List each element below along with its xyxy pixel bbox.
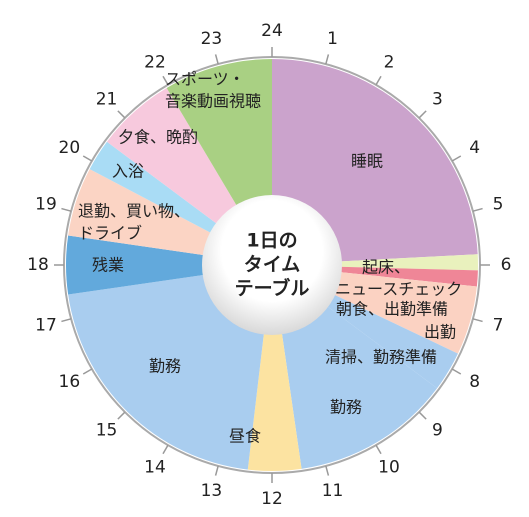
title-line: 1日の xyxy=(246,230,297,252)
slice-label: 音楽動画視聴 xyxy=(165,92,261,111)
tick-mark xyxy=(325,54,330,65)
slice-label: 睡眠 xyxy=(351,152,383,171)
tick-mark xyxy=(162,444,169,455)
tick-label: 20 xyxy=(59,138,81,158)
slice xyxy=(247,265,302,471)
tick-mark xyxy=(82,155,93,162)
tick-label: 24 xyxy=(261,21,283,41)
tick-label: 15 xyxy=(96,420,118,440)
tick-mark xyxy=(162,75,169,86)
slice-label: 勤務 xyxy=(330,398,362,417)
tick-label: 12 xyxy=(261,489,283,509)
tick-label: 14 xyxy=(144,458,166,478)
tick-label: 21 xyxy=(96,90,118,110)
tick-mark xyxy=(451,368,462,375)
slice-label: 出勤 xyxy=(424,323,456,342)
slice-label: 入浴 xyxy=(112,162,144,181)
tick-label: 9 xyxy=(432,420,443,440)
tick-mark xyxy=(61,207,72,212)
tick-mark xyxy=(451,155,462,162)
slice-label: ニュースチェック xyxy=(335,280,462,299)
tick-label: 8 xyxy=(469,372,480,392)
slice xyxy=(272,59,478,265)
tick-label: 18 xyxy=(27,255,49,275)
tick-label: 19 xyxy=(35,194,57,214)
tick-label: 4 xyxy=(469,138,480,158)
tick-mark xyxy=(214,465,219,476)
slice-label: 退勤、買い物、 xyxy=(78,202,190,221)
tick-label: 1 xyxy=(327,29,338,49)
tick-label: 11 xyxy=(322,481,344,501)
tick-mark xyxy=(472,207,483,212)
tick-label: 22 xyxy=(144,52,166,72)
tick-mark xyxy=(325,465,330,476)
tick-label: 3 xyxy=(432,90,443,110)
tick-mark xyxy=(117,110,126,119)
tick-label: 17 xyxy=(35,316,57,336)
tick-label: 2 xyxy=(384,52,395,72)
tick-label: 10 xyxy=(378,458,400,478)
tick-label: 13 xyxy=(201,481,223,501)
tick-mark xyxy=(375,444,382,455)
slice-label: 昼食 xyxy=(229,427,261,446)
tick-label: 6 xyxy=(501,255,512,275)
tick-mark xyxy=(375,75,382,86)
slice-label: 清掃、勤務準備 xyxy=(325,348,437,367)
slice-label: 残業 xyxy=(92,256,124,275)
slice xyxy=(68,265,273,470)
tick-mark xyxy=(117,411,126,420)
title-line: タイム xyxy=(244,254,301,276)
slice-label: 夕食、晩酌 xyxy=(118,128,198,147)
tick-mark xyxy=(418,110,427,119)
tick-mark xyxy=(472,318,483,323)
title-line: テーブル xyxy=(235,277,310,300)
slice-label: ドライブ xyxy=(78,224,142,243)
slice xyxy=(272,254,478,271)
slice-label: 起床、 xyxy=(362,258,410,277)
tick-mark xyxy=(82,368,93,375)
slice-label: スポーツ・ xyxy=(165,70,245,89)
center-hub xyxy=(202,195,342,335)
tick-label: 5 xyxy=(493,194,504,214)
slice-label: 朝食、出勤準備 xyxy=(336,300,448,319)
slice-label: 勤務 xyxy=(149,357,181,376)
tick-label: 23 xyxy=(201,29,223,49)
tick-mark xyxy=(418,411,427,420)
tick-mark xyxy=(214,54,219,65)
slice xyxy=(65,235,272,295)
tick-label: 16 xyxy=(59,372,81,392)
tick-label: 7 xyxy=(493,316,504,336)
tick-mark xyxy=(61,318,72,323)
